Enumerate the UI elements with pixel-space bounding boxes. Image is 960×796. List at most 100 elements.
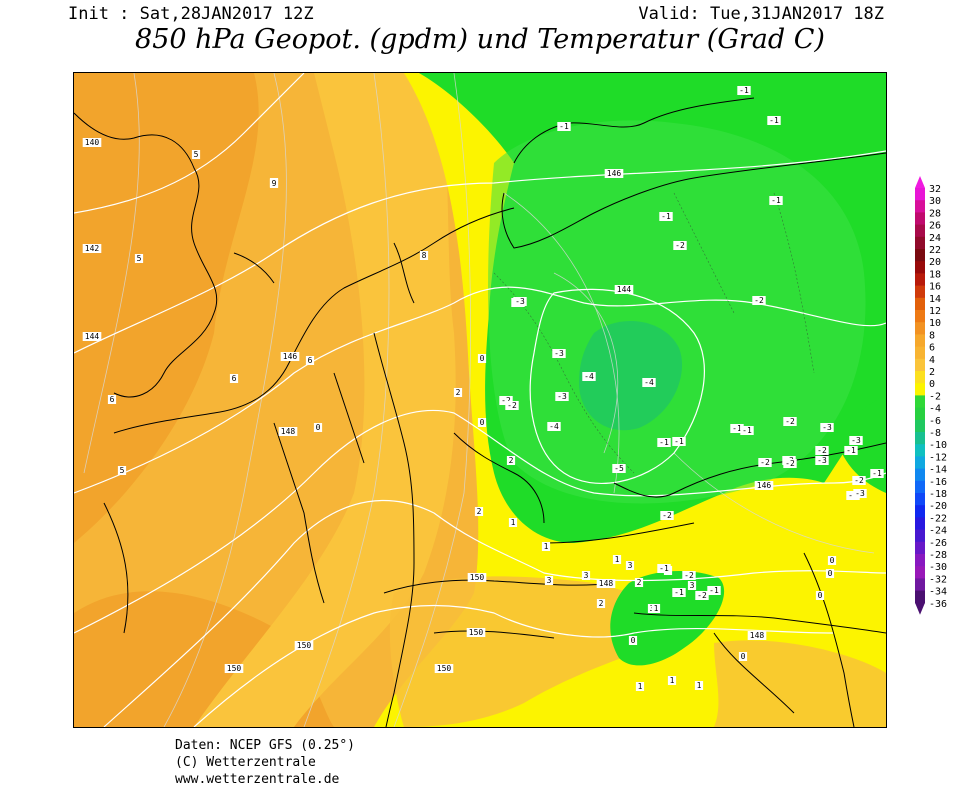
colorbar-swatch — [915, 407, 925, 421]
svg-text:-1: -1 — [659, 438, 669, 447]
colorbar-tick-label: -4 — [929, 404, 941, 415]
colorbar-tick-label: 30 — [929, 196, 941, 207]
temperature-label: 0 — [738, 652, 748, 661]
colorbar-swatch — [915, 212, 925, 226]
colorbar-swatch — [915, 224, 925, 238]
geopotential-label: 146 — [754, 481, 774, 490]
colorbar-swatch — [915, 371, 925, 384]
temperature-label: -3 — [849, 436, 863, 445]
svg-text:-2: -2 — [501, 396, 511, 405]
temperature-label: -3 — [820, 423, 834, 432]
svg-text:-1: -1 — [872, 469, 882, 478]
colorbar-tick-label: 8 — [929, 330, 935, 341]
svg-text:2: 2 — [637, 578, 642, 587]
svg-text:5: 5 — [137, 254, 142, 263]
colorbar-swatch — [915, 517, 925, 531]
colorbar-tick-label: -26 — [929, 538, 947, 549]
website-url: www.wetterzentrale.de — [175, 772, 340, 787]
temperature-label: -1 — [657, 564, 671, 573]
colorbar-tick-label: 28 — [929, 208, 941, 219]
svg-text:-1: -1 — [709, 586, 719, 595]
svg-text:-3: -3 — [554, 349, 564, 358]
svg-text:146: 146 — [283, 352, 298, 361]
svg-text:-1: -1 — [661, 212, 671, 221]
svg-text:-5: -5 — [614, 464, 624, 473]
colorbar-swatch — [915, 249, 925, 262]
temperature-label: 0 — [477, 418, 487, 427]
copyright: (C) Wetterzentrale — [175, 755, 316, 770]
svg-text:-3: -3 — [822, 423, 832, 432]
colorbar-tick-label: 10 — [929, 318, 941, 329]
geopotential-label: 150 — [224, 664, 244, 673]
colorbar-tick-label: 20 — [929, 257, 941, 268]
temperature-label: 9 — [269, 179, 279, 188]
temperature-label: -1 — [659, 212, 673, 221]
svg-text:0: 0 — [631, 636, 636, 645]
colorbar-tick-label: -28 — [929, 550, 947, 561]
svg-text:148: 148 — [599, 579, 614, 588]
warm-light-field — [194, 73, 456, 727]
colorbar-swatch — [915, 554, 925, 567]
svg-text:150: 150 — [297, 641, 312, 650]
colorbar-tick-label: -36 — [929, 599, 947, 610]
svg-text:1: 1 — [670, 676, 675, 685]
colorbar-swatch — [915, 444, 925, 457]
temperature-label: 1 — [635, 682, 645, 691]
temperature-label: 0 — [477, 354, 487, 363]
svg-text:142: 142 — [85, 244, 100, 253]
temperature-label: 3 — [581, 571, 591, 580]
svg-text:-2: -2 — [848, 491, 858, 500]
colorbar-swatch — [915, 310, 925, 323]
temperature-label: -4 — [642, 378, 656, 387]
geopotential-label: 150 — [466, 628, 486, 637]
colorbar-swatch — [915, 566, 925, 579]
colorbar-tick-label: 22 — [929, 245, 941, 256]
temperature-label: -1 — [767, 116, 781, 125]
svg-text:3: 3 — [690, 581, 695, 590]
geopotential-label: 144 — [614, 285, 634, 294]
temperature-label: 2 — [596, 599, 606, 608]
colorbar-tick-label: -10 — [929, 440, 947, 451]
colorbar-swatch — [915, 456, 925, 470]
temperature-label: -1 — [740, 426, 754, 435]
colorbar-tick-label: -22 — [929, 513, 947, 524]
temperature-label: -1 — [707, 586, 721, 595]
svg-text:2: 2 — [456, 388, 461, 397]
temperature-label: -2 — [660, 511, 674, 520]
colorbar-swatch — [915, 432, 925, 445]
colorbar-tick-label: -20 — [929, 501, 947, 512]
temperature-label: 1 — [651, 604, 661, 613]
temperature-label: 8 — [419, 251, 429, 260]
svg-text:3: 3 — [628, 561, 633, 570]
svg-text:144: 144 — [85, 332, 100, 341]
geopotential-label: 146 — [280, 352, 300, 361]
colorbar-top-arrow — [915, 176, 925, 188]
colorbar-swatch — [915, 236, 925, 250]
svg-text:2: 2 — [477, 507, 482, 516]
temperature-label: -1 — [737, 86, 751, 95]
data-source: Daten: NCEP GFS (0.25°) — [175, 738, 356, 753]
svg-text:1: 1 — [544, 542, 549, 551]
svg-text:-1: -1 — [732, 424, 742, 433]
temperature-labels: 55656956800202-2-2-1-1-3-3-3-3-4-4-4-5-1… — [107, 86, 884, 691]
colorbar-tick-label: -14 — [929, 465, 947, 476]
colorbar-tick-label: 24 — [929, 233, 941, 244]
svg-text:1: 1 — [615, 555, 620, 564]
temperature-label: -4 — [582, 372, 596, 381]
colorbar-swatch — [915, 590, 925, 604]
temperature-label: 0 — [827, 556, 837, 565]
svg-text:-2: -2 — [684, 571, 694, 580]
temperature-label: 6 — [305, 356, 315, 365]
svg-text:6: 6 — [232, 374, 237, 383]
svg-text:0: 0 — [480, 418, 485, 427]
geopotential-label: 142 — [82, 244, 102, 253]
colorbar-swatch — [915, 261, 925, 274]
temperature-label: -1 — [557, 122, 571, 131]
temperature-colorbar: 32 30 28 26 24 22 20 18 16 14 12 10 8 6 4 2 0 -2 -4 -6 -8 -10… — [912, 176, 960, 626]
svg-text:150: 150 — [469, 628, 484, 637]
svg-text:150: 150 — [470, 573, 485, 582]
svg-text:3: 3 — [547, 576, 552, 585]
svg-text:6: 6 — [308, 356, 313, 365]
svg-text:1: 1 — [697, 681, 702, 690]
temperature-label: 2 — [506, 456, 516, 465]
